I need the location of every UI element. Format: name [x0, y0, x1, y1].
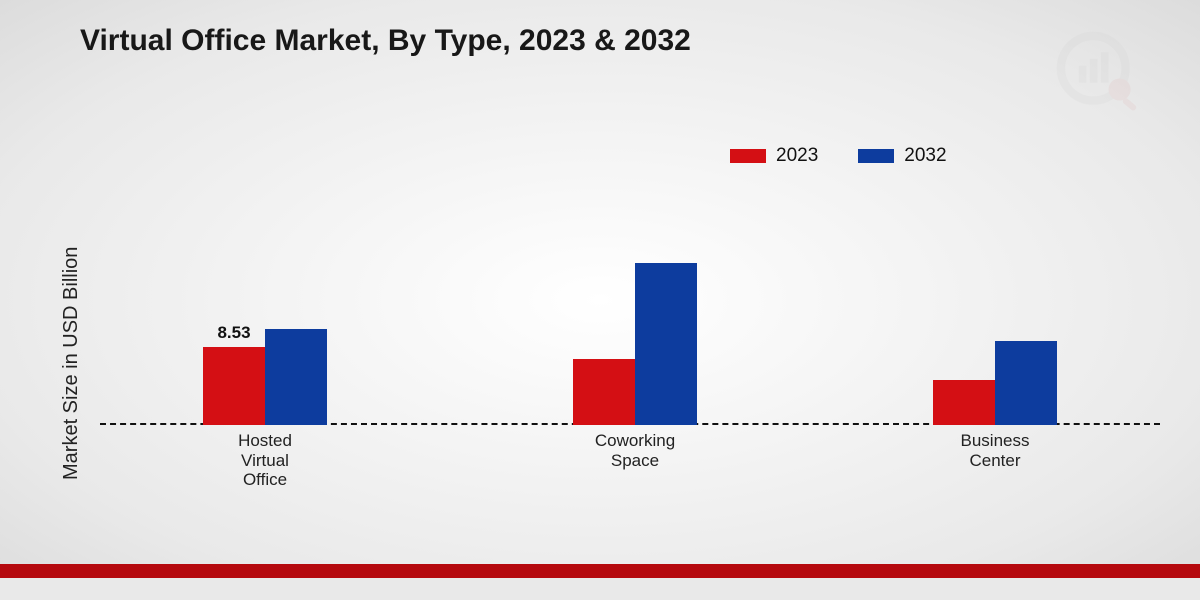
category-label-2: Business Center — [915, 431, 1075, 470]
legend: 2023 2032 — [730, 145, 947, 167]
plot-area: 8.53Hosted Virtual OfficeCoworking Space… — [100, 195, 1160, 425]
value-label-0: 8.53 — [199, 323, 269, 343]
legend-label-2032: 2032 — [904, 145, 946, 167]
logo-svg — [1055, 30, 1140, 115]
y-axis-label: Market Size in USD Billion — [60, 247, 83, 480]
chart-page: Virtual Office Market, By Type, 2023 & 2… — [0, 0, 1200, 600]
bar-1-2032 — [635, 263, 697, 425]
legend-item-2023: 2023 — [730, 145, 818, 167]
bar-1-2023 — [573, 359, 635, 425]
footer-under-band — [0, 578, 1200, 600]
bar-0-2023 — [203, 347, 265, 425]
legend-label-2023: 2023 — [776, 145, 818, 167]
bar-2-2023 — [933, 380, 995, 426]
legend-swatch-2023 — [730, 149, 766, 163]
legend-item-2032: 2032 — [858, 145, 946, 167]
legend-swatch-2032 — [858, 149, 894, 163]
category-label-1: Coworking Space — [555, 431, 715, 470]
bar-2-2032 — [995, 341, 1057, 425]
footer-red-band — [0, 564, 1200, 578]
category-label-0: Hosted Virtual Office — [185, 431, 345, 490]
watermark-logo — [1055, 30, 1140, 115]
chart-title: Virtual Office Market, By Type, 2023 & 2… — [80, 24, 691, 58]
bar-0-2032 — [265, 329, 327, 425]
